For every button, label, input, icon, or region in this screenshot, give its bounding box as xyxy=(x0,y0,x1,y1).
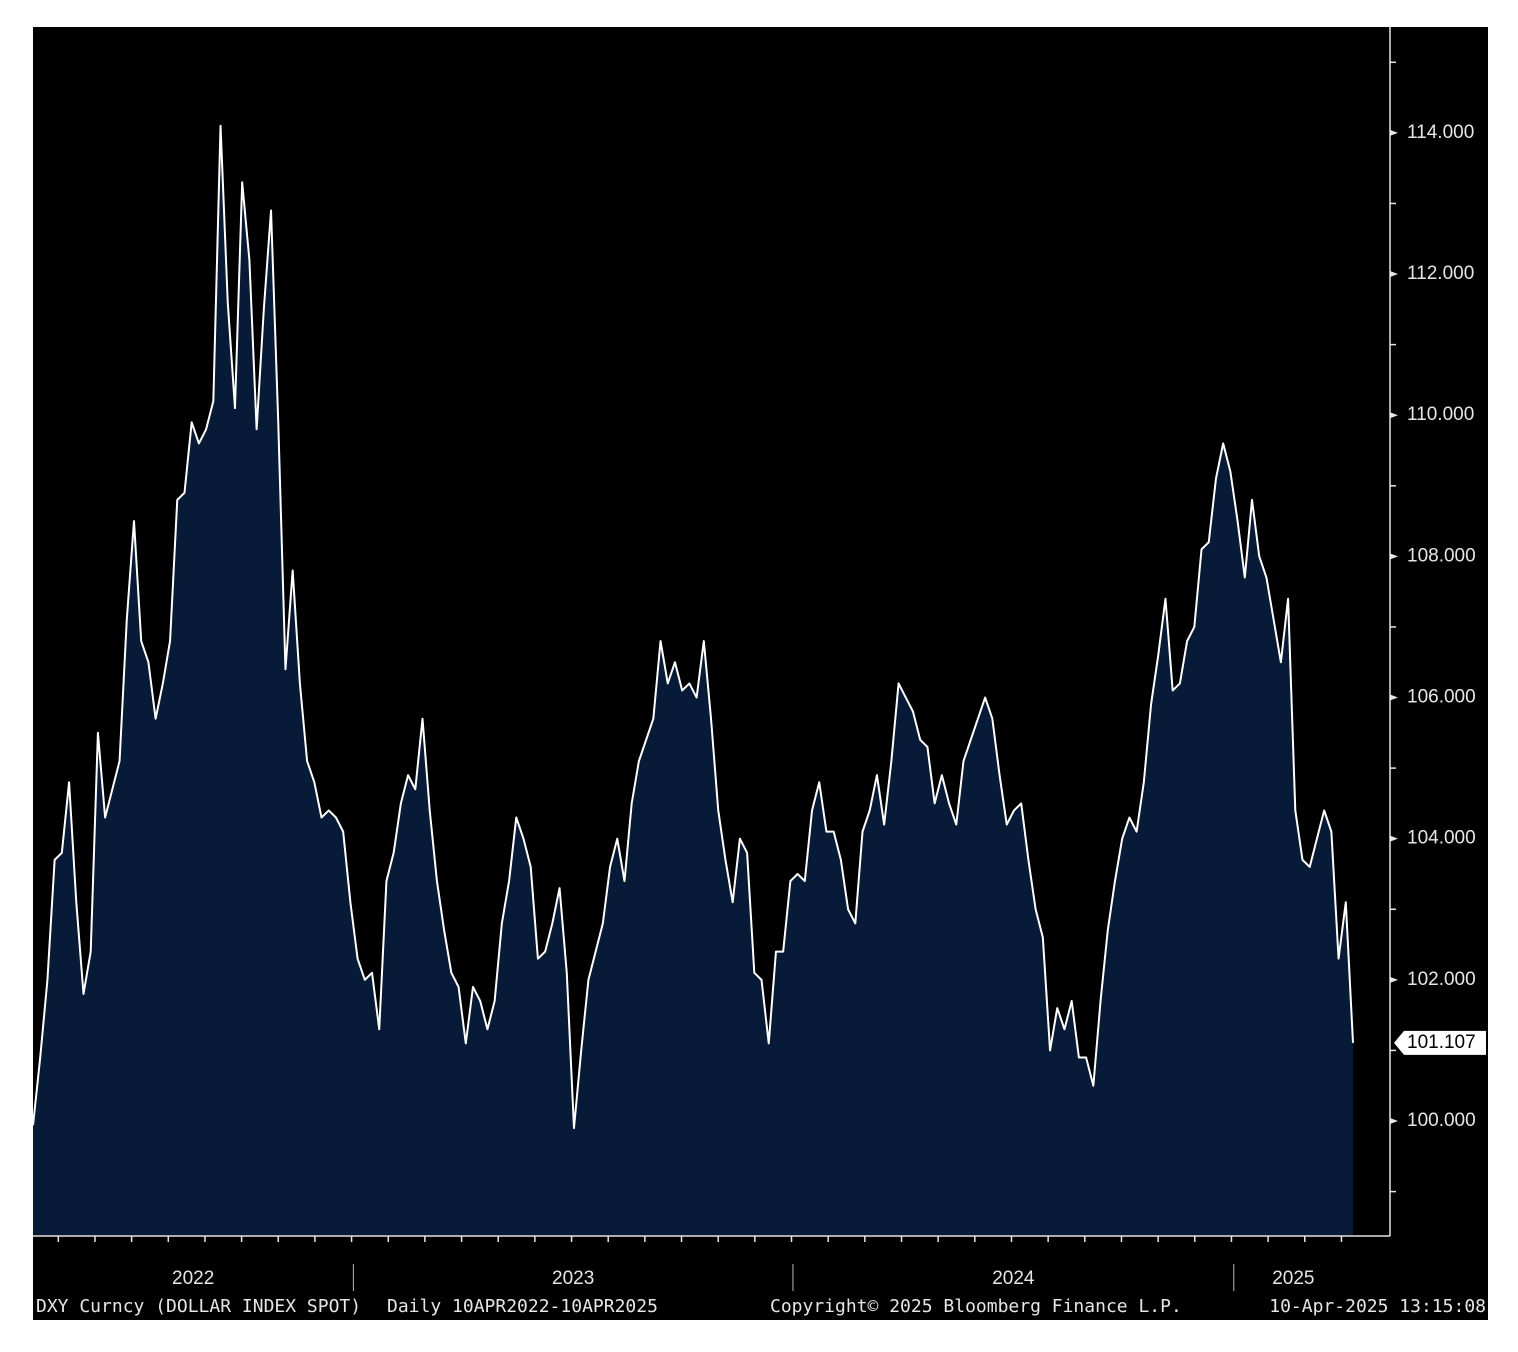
y-tick xyxy=(1390,694,1398,701)
footer-copyright: Copyright© 2025 Bloomberg Finance L.P. xyxy=(770,1296,1182,1317)
y-tick-label: 112.000 xyxy=(1407,263,1474,284)
line xyxy=(32,124,1354,1130)
y-tick-label: 104.000 xyxy=(1407,828,1476,849)
y-tick xyxy=(1390,412,1398,419)
y-tick-label: 114.000 xyxy=(1407,122,1474,143)
y-tick xyxy=(1390,1118,1398,1125)
y-tick-label: 108.000 xyxy=(1407,545,1476,566)
y-tick-label: 100.000 xyxy=(1407,1110,1476,1131)
last-value-box xyxy=(1394,1030,1486,1055)
last-value-label: 101.107 xyxy=(1407,1032,1476,1053)
y-tick xyxy=(1390,835,1398,842)
x-tick-label: 2022 xyxy=(172,1268,214,1289)
y-tick xyxy=(1390,976,1398,983)
y-tick xyxy=(1390,271,1398,278)
footer-timestamp: 10-Apr-2025 13:15:08 xyxy=(1269,1296,1486,1317)
footer-range: Daily 10APR2022-10APR2025 xyxy=(387,1296,658,1317)
footer-ticker: DXY Curncy (DOLLAR INDEX SPOT) xyxy=(36,1296,361,1317)
y-tick-label: 110.000 xyxy=(1407,404,1474,425)
x-tick-label: 2023 xyxy=(552,1268,594,1289)
y-tick xyxy=(1390,129,1398,136)
y-tick-label: 102.000 xyxy=(1407,969,1476,990)
x-tick-label: 2025 xyxy=(1272,1268,1314,1289)
y-tick xyxy=(1390,553,1398,560)
y-tick-label: 106.000 xyxy=(1407,687,1476,708)
area-fill xyxy=(33,125,1353,1235)
x-tick-label: 2024 xyxy=(992,1268,1035,1289)
